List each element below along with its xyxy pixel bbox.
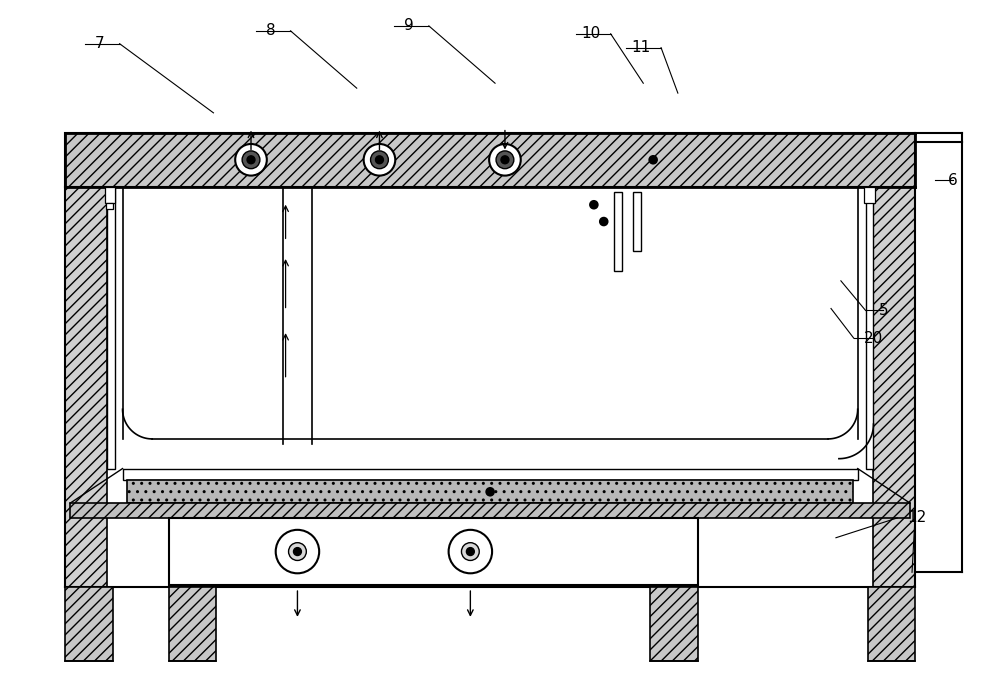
Circle shape: [461, 542, 479, 561]
Bar: [107, 187, 115, 468]
Text: 11: 11: [632, 40, 651, 55]
Circle shape: [496, 151, 514, 168]
Bar: [873, 187, 915, 587]
Bar: [106, 203, 113, 209]
Text: 10: 10: [581, 27, 601, 41]
Circle shape: [600, 217, 608, 226]
Circle shape: [371, 151, 388, 168]
Text: 8: 8: [266, 23, 276, 38]
Circle shape: [590, 201, 598, 209]
Circle shape: [486, 488, 494, 496]
Text: 9: 9: [404, 18, 414, 34]
Bar: [633, 192, 641, 251]
Bar: [614, 192, 622, 271]
Circle shape: [364, 144, 395, 175]
Circle shape: [449, 530, 492, 573]
Bar: [169, 518, 698, 585]
Circle shape: [649, 156, 657, 164]
Bar: [864, 187, 875, 203]
Circle shape: [235, 144, 267, 175]
Bar: [105, 187, 115, 203]
Text: 6: 6: [948, 173, 957, 187]
Circle shape: [293, 547, 301, 556]
Bar: [650, 587, 698, 661]
Bar: [123, 468, 858, 480]
Bar: [866, 187, 873, 468]
Circle shape: [289, 542, 306, 561]
Circle shape: [376, 156, 383, 164]
Bar: [65, 587, 113, 661]
Circle shape: [501, 156, 509, 164]
Bar: [65, 187, 107, 587]
Circle shape: [247, 156, 255, 164]
Bar: [868, 587, 915, 661]
Bar: [169, 587, 216, 661]
Circle shape: [466, 547, 474, 556]
Text: 5: 5: [879, 303, 888, 318]
Text: 7: 7: [95, 36, 105, 51]
Bar: [127, 480, 853, 503]
Circle shape: [242, 151, 260, 168]
Circle shape: [276, 530, 319, 573]
Text: 12: 12: [907, 510, 927, 526]
Text: 20: 20: [864, 331, 883, 345]
Circle shape: [489, 144, 521, 175]
Bar: [70, 503, 910, 518]
Bar: [65, 133, 915, 187]
